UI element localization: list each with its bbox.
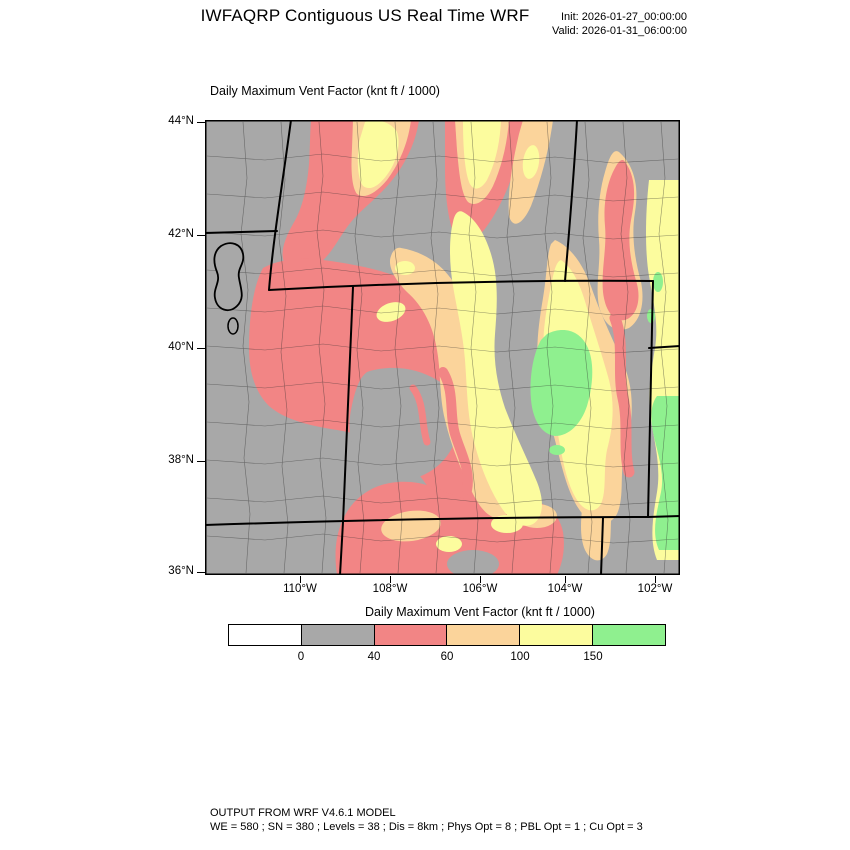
37n-border [204, 515, 681, 526]
valid-time: Valid: 2026-01-31_06:00:00 [552, 25, 687, 37]
colorbar-tick-label: 60 [440, 651, 454, 663]
model-info-line1: OUTPUT FROM WRF V4.6.1 MODEL [210, 807, 396, 819]
lon-tick-mark [300, 576, 301, 583]
arizona-newmexico-border [339, 521, 344, 576]
oklahoma-texas-border [600, 517, 604, 576]
lon-tick-mark [390, 576, 391, 583]
great-salt-lake-outline [213, 242, 245, 312]
lon-tick-label: 108°W [372, 583, 408, 595]
utah-lake-outline [227, 317, 239, 335]
lon-tick-mark [565, 576, 566, 583]
field-label: Daily Maximum Vent Factor (knt ft / 1000… [210, 84, 440, 98]
contour-fill-layer [249, 120, 680, 578]
lat-tick-label: 36°N [168, 565, 194, 577]
colorbar-cell [447, 625, 521, 645]
wyoming-east-border [564, 119, 578, 282]
colorbar-cell [520, 625, 594, 645]
lat-tick-label: 44°N [168, 115, 194, 127]
lat-tick-label: 38°N [168, 454, 194, 466]
lat-tick-label: 40°N [168, 341, 194, 353]
map-area [204, 119, 681, 578]
41n-border [268, 279, 654, 291]
state-borders-layer [204, 119, 681, 576]
lon-tick-label: 110°W [283, 583, 317, 595]
map-frame [205, 120, 680, 575]
colorbar-cell [229, 625, 302, 645]
lon-tick-label: 104°W [547, 583, 583, 595]
colorbar-tick-label: 0 [297, 651, 305, 663]
colorbar-tick-label: 150 [583, 651, 603, 663]
colorbar-cell [593, 625, 665, 645]
lat-tick-mark [197, 122, 205, 123]
lat-tick-label: 42°N [168, 228, 194, 240]
init-time: Init: 2026-01-27_00:00:00 [561, 11, 687, 23]
lat-tick-mark [197, 572, 205, 573]
county-lines-layer [206, 121, 679, 574]
lon-tick-mark [655, 576, 656, 583]
colorbar-label: Daily Maximum Vent Factor (knt ft / 1000… [365, 605, 595, 619]
utah-idaho-border [204, 230, 278, 234]
lat-tick-mark [197, 461, 205, 462]
colorbar-cell [301, 625, 375, 645]
map-canvas [204, 119, 681, 578]
colorado-west-border [342, 286, 354, 523]
lon-tick-mark [480, 576, 481, 583]
colorbar-tick-label: 40 [367, 651, 381, 663]
model-info-line2: WE = 580 ; SN = 380 ; Levels = 38 ; Dis … [210, 821, 643, 833]
model-info: OUTPUT FROM WRF V4.6.1 MODEL WE = 580 ; … [210, 806, 643, 834]
colorbar-tick-label: 100 [510, 651, 530, 663]
colorbar-cell [374, 625, 448, 645]
nebraska-kansas-border [648, 345, 681, 349]
lon-tick-label: 102°W [637, 583, 673, 595]
lat-tick-mark [197, 235, 205, 236]
colorado-east-border [647, 280, 654, 518]
lon-tick-label: 106°W [462, 583, 498, 595]
colorbar [228, 624, 666, 646]
wyoming-west-border [268, 119, 292, 291]
lat-tick-mark [197, 348, 205, 349]
model-times: Init: 2026-01-27_00:00:00 Valid: 2026-01… [480, 10, 687, 38]
page-title: IWFAQRP Contiguous US Real Time WRF [200, 6, 530, 25]
